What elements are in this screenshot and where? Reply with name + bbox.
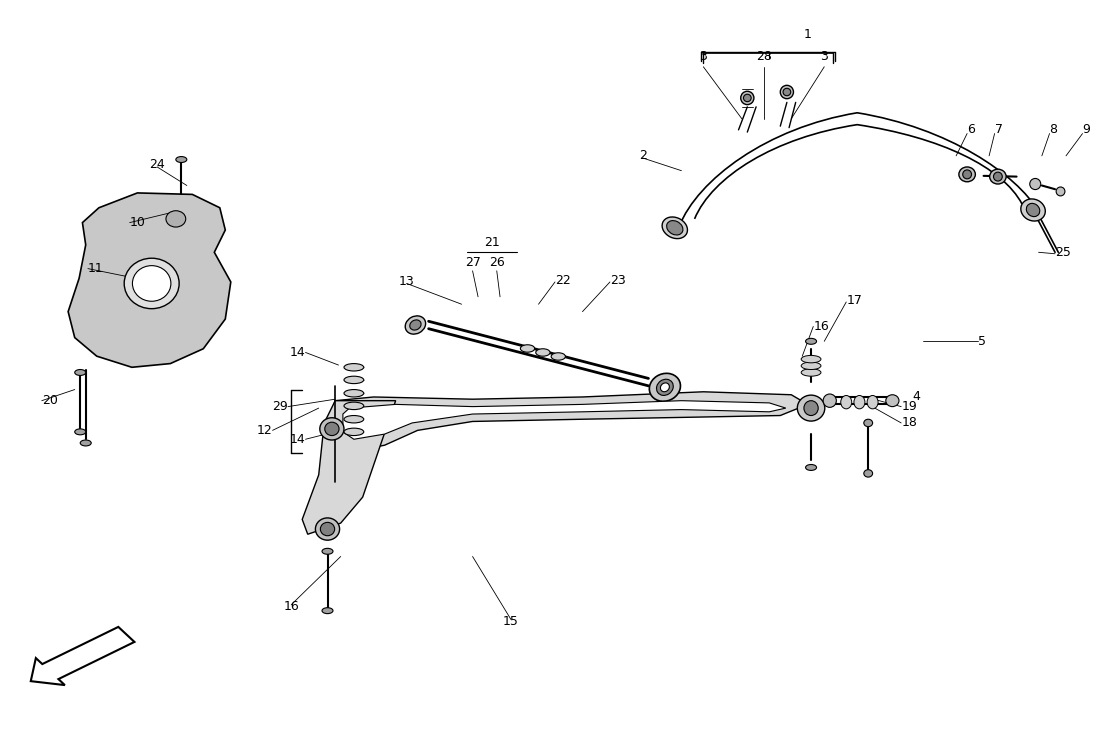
Ellipse shape: [552, 352, 566, 360]
Ellipse shape: [806, 464, 817, 470]
Ellipse shape: [780, 85, 793, 99]
Ellipse shape: [124, 258, 179, 309]
Ellipse shape: [133, 266, 171, 301]
Ellipse shape: [166, 211, 186, 227]
Text: 10: 10: [130, 216, 145, 229]
Ellipse shape: [344, 416, 364, 423]
Text: 8: 8: [1050, 123, 1057, 137]
Ellipse shape: [325, 422, 340, 436]
Ellipse shape: [958, 167, 976, 182]
Ellipse shape: [80, 440, 91, 446]
Ellipse shape: [315, 518, 340, 540]
Text: 19: 19: [901, 400, 917, 413]
Ellipse shape: [1056, 187, 1065, 196]
Ellipse shape: [176, 157, 187, 162]
Ellipse shape: [344, 402, 364, 410]
Ellipse shape: [535, 349, 550, 356]
Text: 26: 26: [489, 255, 504, 269]
Text: 3: 3: [699, 50, 708, 63]
Polygon shape: [302, 401, 396, 534]
Text: 2: 2: [639, 149, 647, 162]
Ellipse shape: [801, 362, 821, 370]
Text: 3: 3: [820, 50, 829, 63]
Ellipse shape: [410, 320, 421, 330]
Ellipse shape: [841, 395, 852, 409]
Text: 29: 29: [273, 400, 288, 413]
Ellipse shape: [660, 383, 669, 392]
Ellipse shape: [806, 338, 817, 344]
Ellipse shape: [75, 370, 86, 375]
Text: 12: 12: [257, 424, 273, 437]
Ellipse shape: [741, 91, 754, 105]
Text: 24: 24: [149, 158, 165, 171]
Ellipse shape: [650, 373, 680, 401]
Ellipse shape: [662, 217, 688, 239]
Ellipse shape: [322, 548, 333, 554]
Text: 23: 23: [610, 274, 625, 287]
Text: 14: 14: [290, 346, 306, 359]
Ellipse shape: [864, 470, 873, 477]
Ellipse shape: [801, 369, 821, 376]
Ellipse shape: [864, 419, 873, 427]
Ellipse shape: [1021, 199, 1045, 221]
Ellipse shape: [667, 220, 682, 235]
Ellipse shape: [1030, 178, 1041, 190]
Text: 17: 17: [846, 294, 862, 307]
Ellipse shape: [798, 395, 824, 421]
Ellipse shape: [963, 170, 972, 179]
Ellipse shape: [989, 169, 1007, 184]
Ellipse shape: [1026, 203, 1040, 217]
Ellipse shape: [867, 395, 878, 409]
Ellipse shape: [801, 355, 821, 363]
Ellipse shape: [854, 395, 865, 409]
Ellipse shape: [344, 376, 364, 384]
Text: 7: 7: [995, 123, 1002, 137]
Ellipse shape: [321, 522, 335, 536]
Ellipse shape: [804, 401, 818, 416]
Ellipse shape: [993, 172, 1002, 181]
Text: 15: 15: [503, 615, 519, 628]
Ellipse shape: [886, 395, 899, 407]
Ellipse shape: [75, 429, 86, 435]
Ellipse shape: [406, 316, 425, 334]
FancyArrow shape: [31, 627, 134, 685]
Text: 16: 16: [813, 320, 829, 333]
Ellipse shape: [521, 345, 534, 352]
Text: 14: 14: [290, 433, 306, 446]
Polygon shape: [328, 392, 808, 454]
Ellipse shape: [344, 364, 364, 371]
Text: 16: 16: [284, 600, 299, 614]
Text: 20: 20: [42, 394, 57, 407]
Ellipse shape: [823, 394, 836, 407]
Text: 9: 9: [1083, 123, 1090, 137]
Ellipse shape: [320, 418, 344, 440]
Ellipse shape: [656, 379, 674, 395]
Text: 28: 28: [756, 50, 771, 63]
Text: 1: 1: [803, 27, 812, 41]
Text: 5: 5: [978, 335, 986, 348]
Text: 13: 13: [399, 275, 414, 289]
Text: 6: 6: [967, 123, 975, 137]
Text: 21: 21: [485, 235, 500, 249]
Text: 27: 27: [465, 255, 480, 269]
Ellipse shape: [344, 390, 364, 397]
Text: 4: 4: [912, 390, 920, 404]
Ellipse shape: [344, 428, 364, 436]
Ellipse shape: [782, 88, 791, 96]
Text: 18: 18: [901, 416, 917, 430]
Text: 22: 22: [555, 274, 570, 287]
Ellipse shape: [744, 94, 752, 102]
Text: 11: 11: [88, 262, 103, 275]
Ellipse shape: [322, 608, 333, 614]
Text: 25: 25: [1055, 246, 1070, 259]
Polygon shape: [343, 401, 786, 439]
Polygon shape: [68, 193, 231, 367]
